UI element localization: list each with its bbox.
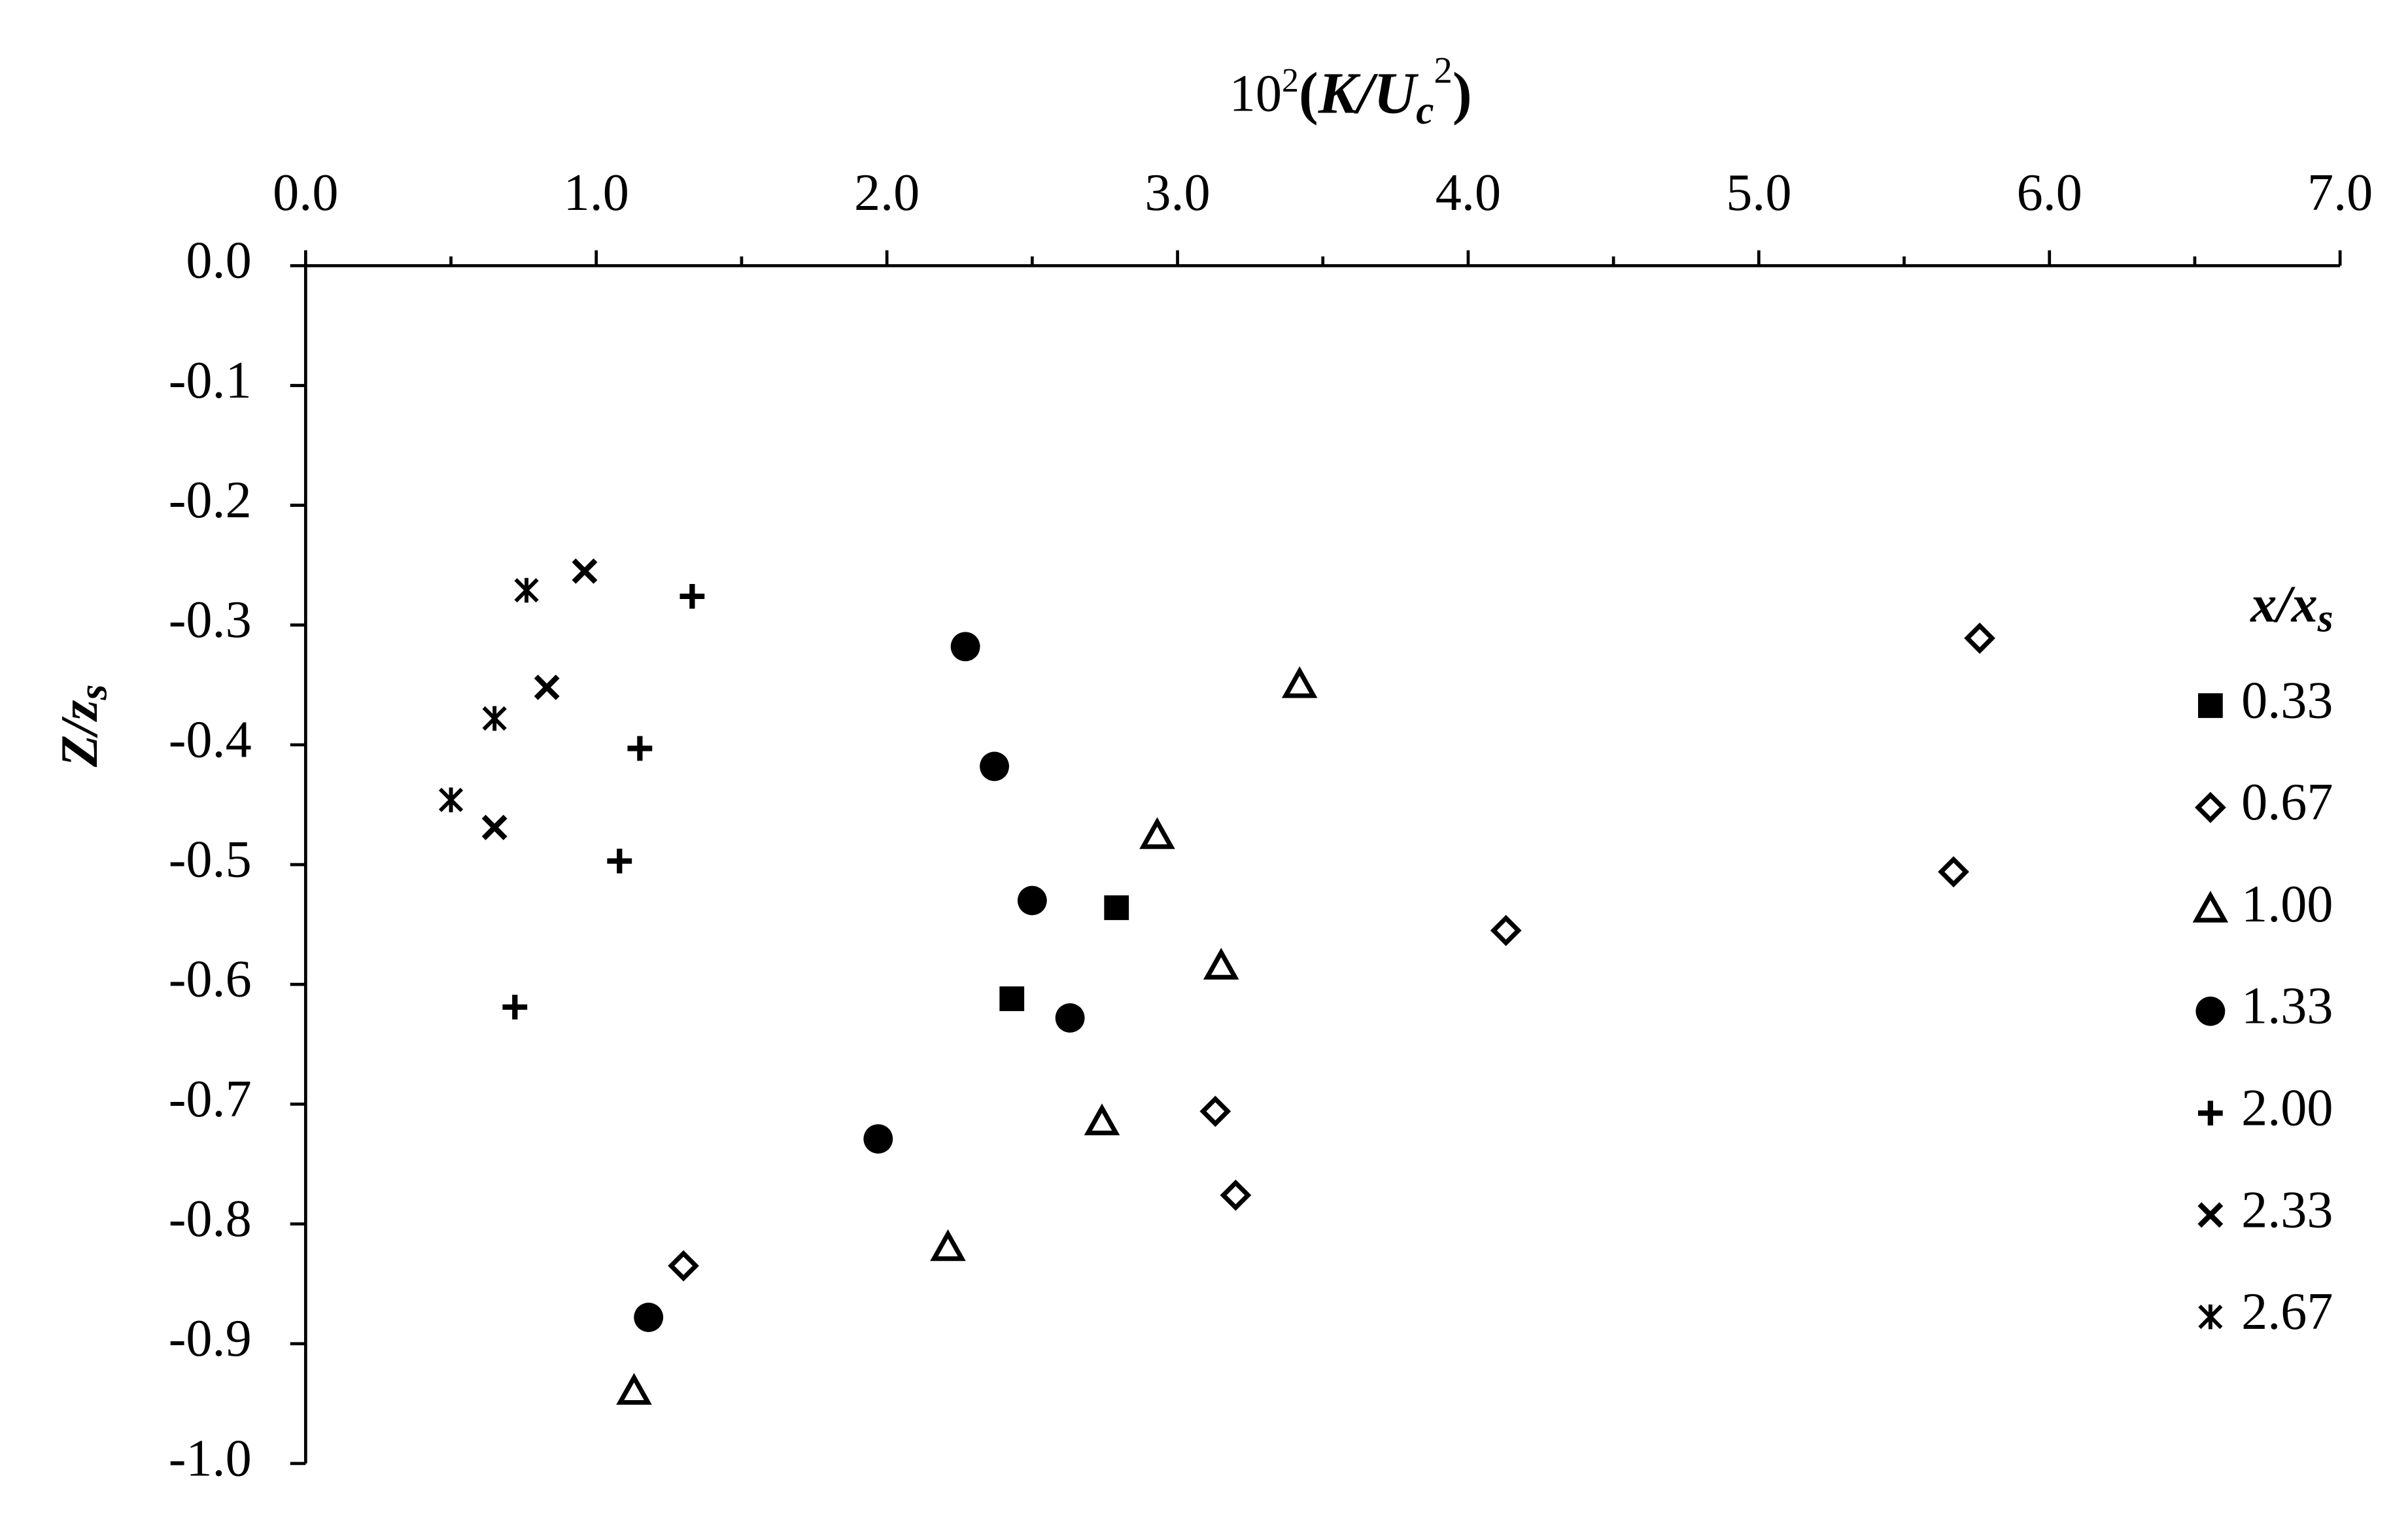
point [1139,817,1175,849]
legend-title: x/xs [2250,575,2333,641]
x-tick-label: 1.0 [564,163,629,222]
x-tick-label: 6.0 [2017,163,2082,222]
point [1281,666,1318,698]
point [481,814,507,840]
legend-label: 2.00 [2241,1079,2333,1137]
y-tick-label: -0.3 [169,591,252,649]
legend-swatch [2197,1202,2224,1228]
x-label-close: ) [1453,61,1472,126]
y-axis-label: Z/zs [50,684,116,767]
y-tick-label: -0.7 [169,1070,252,1128]
x-label-sup: 2 [1434,51,1453,92]
point [1203,948,1239,980]
legend-swatch [2198,693,2223,718]
x-label-sub: c [1416,88,1434,133]
legend-label: 0.67 [2241,773,2333,831]
point [1220,1179,1252,1211]
point [1017,885,1047,916]
y-tick-label: -0.5 [169,831,252,889]
x-tick-label: 7.0 [2307,163,2373,222]
legend-swatch [2192,891,2229,923]
legend-label: 0.33 [2241,671,2333,729]
point [438,787,464,813]
point [616,1373,652,1405]
y-tick-label: 0.0 [186,232,251,290]
x-tick-label: 0.0 [273,163,338,222]
legend-swatch [2198,1304,2223,1330]
y-tick-label: -0.8 [169,1190,252,1248]
point [1199,1095,1231,1127]
legend-label: 1.33 [2241,977,2333,1035]
legend-label: 2.67 [2241,1282,2333,1341]
y-tick-label: -0.2 [169,471,252,529]
point [679,583,705,609]
legend-title-main: x/x [2250,575,2318,634]
y-tick-label: -0.4 [169,710,252,768]
x-tick-label: 2.0 [854,163,920,222]
point [1490,914,1522,946]
point [1964,623,1995,654]
legend-label: 2.33 [2241,1180,2333,1239]
point [514,577,539,603]
point [863,1124,893,1154]
point [627,736,653,761]
point [930,1229,966,1261]
point [999,986,1025,1012]
x-label-var: K/U [1318,61,1419,126]
x-tick-label: 3.0 [1144,163,1210,222]
legend-title-sub: s [2317,596,2333,641]
x-label-exp: 2 [1282,62,1299,99]
point [607,848,632,874]
y-tick-label: -0.1 [169,351,252,409]
x-tick-label: 5.0 [1726,163,1791,222]
x-label-open: ( [1299,61,1318,126]
y-tick-label: -0.6 [169,950,252,1008]
legend-label: 1.00 [2241,875,2333,933]
point [572,558,598,584]
legend-swatch [2198,1101,2223,1125]
y-tick-label: -0.9 [169,1309,252,1367]
point [1084,1103,1120,1135]
point [1104,895,1129,920]
point [634,1303,664,1332]
point [980,751,1009,781]
legend-swatch [2195,996,2226,1026]
point [502,995,528,1020]
point [1055,1003,1085,1033]
legend-swatch [2194,791,2226,823]
x-label-base: 10 [1230,65,1282,123]
point [950,632,980,662]
x-axis-label: 102(K/Uc2) [1230,51,1472,133]
point [482,706,507,731]
point [1938,856,1969,887]
point [534,674,560,700]
point [668,1250,699,1282]
y-tick-label: -1.0 [169,1429,252,1487]
x-tick-label: 4.0 [1436,163,1501,222]
y-label-main: Z/z [50,700,109,768]
y-label-sub: s [71,684,116,700]
